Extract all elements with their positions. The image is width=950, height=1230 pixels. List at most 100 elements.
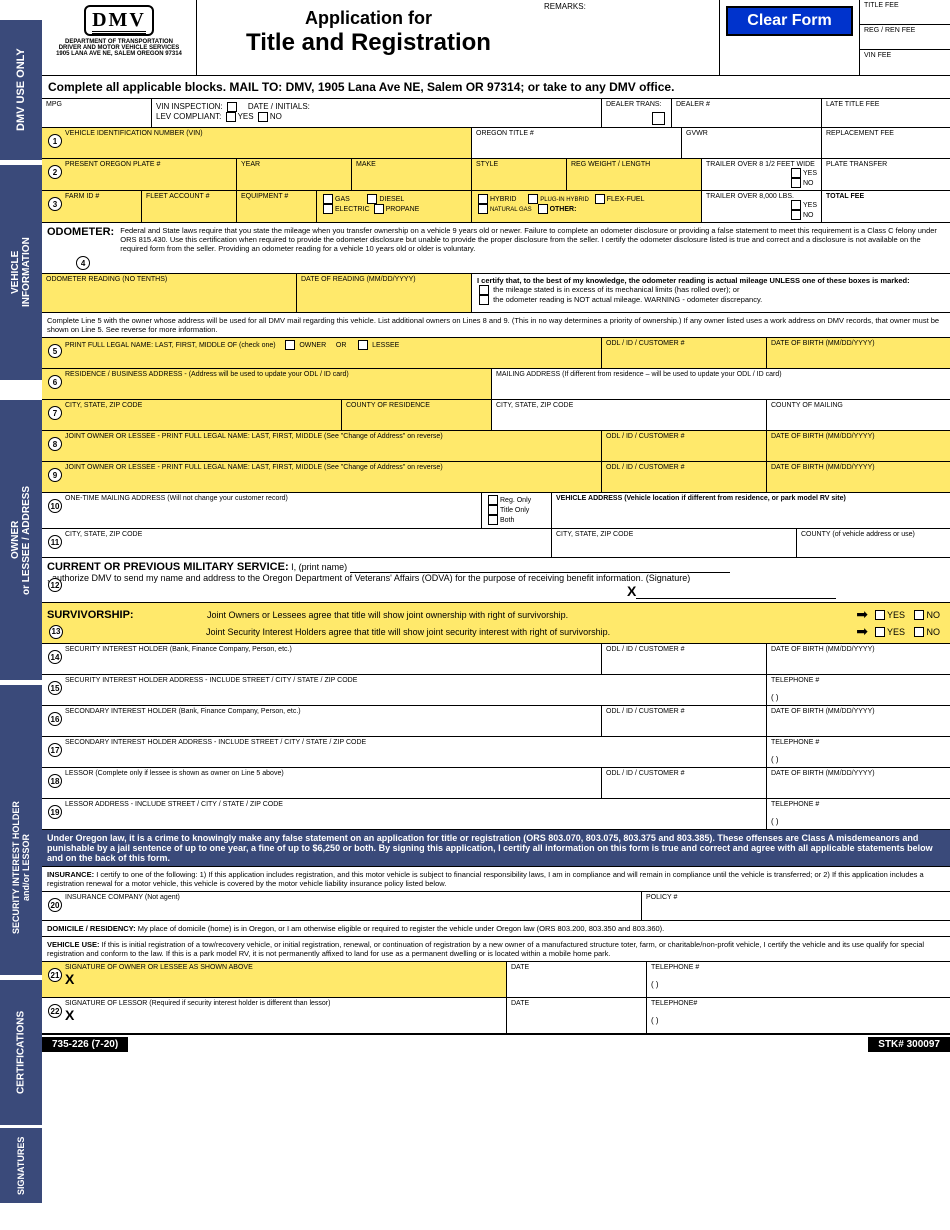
num-9: 9	[48, 468, 62, 482]
logo-area: DMV DEPARTMENT OF TRANSPORTATION DRIVER …	[42, 0, 197, 75]
survivorship-heading: SURVIVORSHIP:	[47, 609, 207, 621]
row-odometer-reading: ODOMETER READING (NO TENTHS) DATE OF REA…	[42, 274, 950, 313]
trailer-wide-yes[interactable]	[791, 168, 801, 178]
form-page: DMV USE ONLY VEHICLE INFORMATION OWNER o…	[0, 0, 950, 1052]
mpg-label: MPG	[46, 101, 147, 108]
dealer-trans-label: DEALER TRANS:	[606, 101, 662, 108]
row-warning: Under Oregon law, it is a crime to knowi…	[42, 830, 950, 867]
use-text: If this is initial registration of a tow…	[47, 940, 924, 958]
fuel-diesel[interactable]	[367, 194, 377, 204]
mail-addr-label: MAILING ADDRESS (If different from resid…	[496, 371, 946, 378]
row-6: 6RESIDENCE / BUSINESS ADDRESS - (Address…	[42, 369, 950, 400]
row-15: 15SECURITY INTEREST HOLDER ADDRESS - INC…	[42, 675, 950, 706]
lev-yes-checkbox[interactable]	[226, 112, 236, 122]
sidebar-security: SECURITY INTEREST HOLDER and/or LESSOR	[0, 760, 42, 975]
row-14: 14SECURITY INTEREST HOLDER (Bank, Financ…	[42, 644, 950, 675]
military-heading: CURRENT OR PREVIOUS MILITARY SERVICE:	[47, 561, 289, 573]
row-owner-instr: Complete Line 5 with the owner whose add…	[42, 313, 950, 338]
title-only-cb[interactable]	[488, 505, 498, 515]
fuel-gas[interactable]	[323, 194, 333, 204]
surv1-yes[interactable]	[875, 610, 885, 620]
odo-certify: I certify that, to the best of my knowle…	[477, 276, 910, 285]
row-12: CURRENT OR PREVIOUS MILITARY SERVICE: I,…	[42, 558, 950, 603]
num-17: 17	[48, 743, 62, 757]
num-5: 5	[48, 344, 62, 358]
fuel-hybrid[interactable]	[478, 194, 488, 204]
county-veh: COUNTY (of vehicle address or use)	[801, 531, 946, 538]
row-19: 19LESSOR ADDRESS - INCLUDE STREET / CITY…	[42, 799, 950, 830]
row-9: 9JOINT OWNER OR LESSEE - PRINT FULL LEGA…	[42, 462, 950, 493]
odo-rollover-checkbox[interactable]	[479, 285, 489, 295]
num-16: 16	[48, 712, 62, 726]
row-10: 10ONE-TIME MAILING ADDRESS (Will not cha…	[42, 493, 950, 529]
sec-addr-15: SECURITY INTEREST HOLDER ADDRESS - INCLU…	[65, 677, 357, 703]
sidebar-cert: CERTIFICATIONS	[0, 980, 42, 1125]
sidebar-owner: OWNER or LESSEE / ADDRESS	[0, 400, 42, 680]
sidebar-band-1	[0, 685, 42, 720]
fee-total: TOTAL FEE	[826, 193, 946, 200]
row-13: SURVIVORSHIP: Joint Owners or Lessees ag…	[42, 603, 950, 644]
title-line-1: Application for	[205, 8, 532, 29]
fuel-natgas[interactable]	[478, 204, 488, 214]
sidebar-dmv-use: DMV USE ONLY	[0, 20, 42, 160]
odo-discrepancy-checkbox[interactable]	[479, 295, 489, 305]
fee-vin: VIN FEE	[860, 50, 950, 75]
trailer-wide-label: TRAILER OVER 8 1/2 FEET WIDE	[706, 161, 815, 168]
vin-label: VEHICLE IDENTIFICATION NUMBER (VIN)	[65, 130, 203, 156]
num-8: 8	[48, 437, 62, 451]
row-16: 16SECONDARY INTEREST HOLDER (Bank, Finan…	[42, 706, 950, 737]
csz-7: CITY, STATE, ZIP CODE	[65, 402, 142, 428]
num-12: 12	[48, 578, 62, 592]
surv2-yes[interactable]	[875, 627, 885, 637]
sig-lessor-label: SIGNATURE OF LESSOR (Required if securit…	[65, 1000, 330, 1007]
header-row: DMV DEPARTMENT OF TRANSPORTATION DRIVER …	[42, 0, 950, 76]
remarks-box: REMARKS:	[540, 0, 720, 75]
trailer-wide-no[interactable]	[791, 178, 801, 188]
sidebar-band-2	[0, 720, 42, 760]
reg-only-cb[interactable]	[488, 495, 498, 505]
row-17: 17SECONDARY INTEREST HOLDER ADDRESS - IN…	[42, 737, 950, 768]
surv2-no[interactable]	[914, 627, 924, 637]
fuel-propane[interactable]	[374, 204, 384, 214]
row-1: 1VEHICLE IDENTIFICATION NUMBER (VIN) ORE…	[42, 128, 950, 159]
trailer-lbs-no[interactable]	[791, 210, 801, 220]
row-insurance-text: INSURANCE: I certify to one of the follo…	[42, 867, 950, 892]
num-6: 6	[48, 375, 62, 389]
fee-replace: REPLACEMENT FEE	[826, 130, 946, 137]
gvwr-label: GVWR	[686, 130, 817, 137]
county-res: COUNTY OF RESIDENCE	[346, 402, 487, 409]
odo-reading-label: ODOMETER READING (NO TENTHS)	[46, 276, 292, 283]
num-20: 20	[48, 898, 62, 912]
row-3: 3FARM ID # FLEET ACCOUNT # EQUIPMENT # G…	[42, 191, 950, 223]
fuel-flex[interactable]	[595, 194, 605, 204]
num-10: 10	[48, 499, 62, 513]
num-22: 22	[48, 1004, 62, 1018]
footer: 735-226 (7-20) STK# 300097	[42, 1037, 950, 1052]
style-label: STYLE	[476, 161, 562, 168]
make-label: MAKE	[356, 161, 467, 168]
odl-5: ODL / ID / CUSTOMER #	[606, 340, 762, 347]
fuel-electric[interactable]	[323, 204, 333, 214]
num-3: 3	[48, 197, 62, 211]
num-21: 21	[48, 968, 62, 982]
dealer-trans-checkbox[interactable]	[652, 112, 665, 125]
row-7: 7CITY, STATE, ZIP CODE COUNTY OF RESIDEN…	[42, 400, 950, 431]
trailer-lbs-yes[interactable]	[791, 200, 801, 210]
dealer-num-label: DEALER #	[676, 101, 817, 108]
lessee-checkbox[interactable]	[358, 340, 368, 350]
vin-insp-checkbox[interactable]	[227, 102, 237, 112]
fuel-plugin[interactable]	[528, 194, 538, 204]
owner-checkbox[interactable]	[285, 340, 295, 350]
reg-weight-label: REG WEIGHT / LENGTH	[571, 161, 697, 168]
lev-no-checkbox[interactable]	[258, 112, 268, 122]
surv1-no[interactable]	[914, 610, 924, 620]
or-title-label: OREGON TITLE #	[476, 130, 677, 137]
clear-form-button[interactable]: Clear Form	[726, 6, 853, 36]
domicile-text: My place of domicile (home) is in Oregon…	[138, 924, 665, 933]
row-8: 8JOINT OWNER OR LESSEE - PRINT FULL LEGA…	[42, 431, 950, 462]
sig-x-21: X	[65, 971, 74, 987]
fuel-other[interactable]	[538, 204, 548, 214]
farm-label: FARM ID #	[65, 193, 99, 220]
row-21: 21SIGNATURE OF OWNER OR LESSEE AS SHOWN …	[42, 962, 950, 998]
both-cb[interactable]	[488, 515, 498, 525]
